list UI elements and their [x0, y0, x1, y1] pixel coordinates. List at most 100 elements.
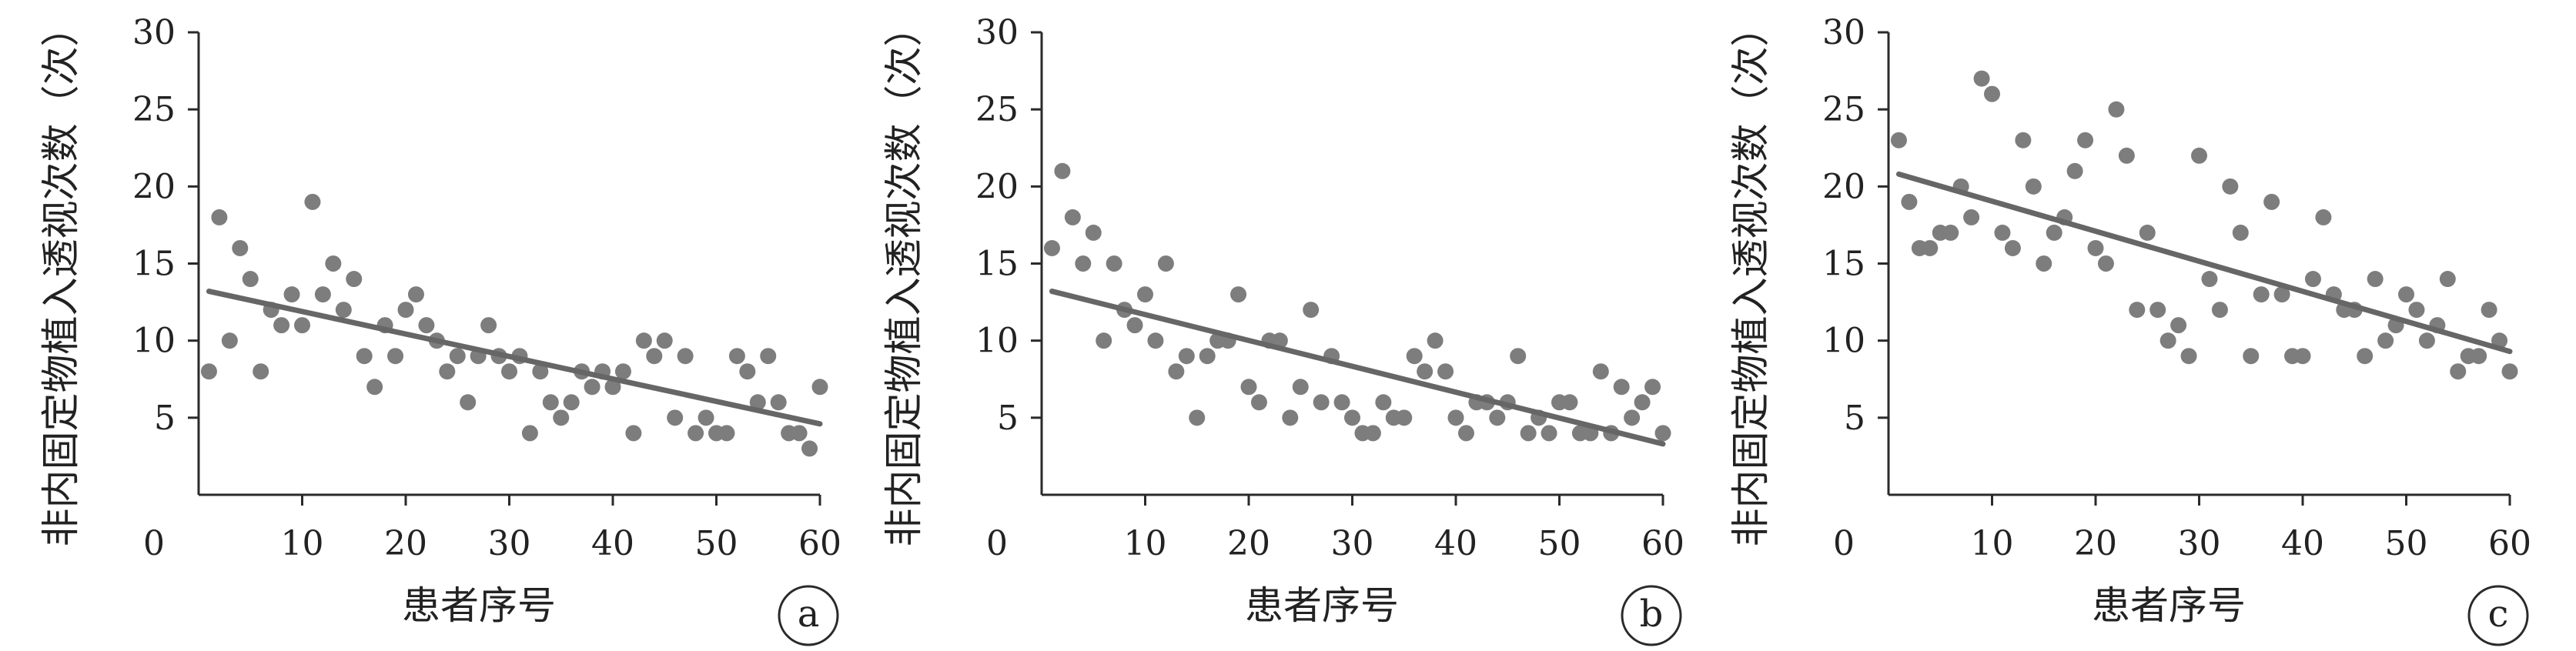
- x-tick-label: 40: [591, 524, 634, 563]
- x-tick-label: 60: [798, 524, 841, 563]
- data-point: [480, 317, 497, 334]
- panel-label-circle: [1621, 585, 1682, 646]
- data-point: [625, 425, 642, 442]
- data-point: [1561, 394, 1578, 411]
- data-point: [2077, 132, 2094, 149]
- data-point: [1075, 255, 1092, 272]
- data-point: [791, 425, 808, 442]
- y-tick-label: 5: [154, 399, 176, 438]
- data-point: [1520, 425, 1537, 442]
- data-point: [2243, 348, 2260, 365]
- data-point: [656, 332, 673, 349]
- data-point: [1364, 425, 1381, 442]
- x-axis-title: 患者序号: [402, 583, 556, 628]
- data-point: [1417, 363, 1434, 380]
- data-point: [439, 363, 456, 380]
- data-point: [1890, 132, 1907, 149]
- data-point: [1396, 409, 1413, 426]
- data-point: [1043, 239, 1060, 256]
- data-point: [542, 394, 559, 411]
- data-point: [397, 302, 414, 319]
- y-tick-label: 5: [1844, 399, 1865, 438]
- panel-label: b: [1640, 593, 1664, 636]
- data-point: [728, 348, 745, 365]
- data-point: [1592, 363, 1609, 380]
- y-axis-title: 非内固定物植入透视次数（次）: [1728, 8, 1773, 547]
- data-point: [1457, 425, 1474, 442]
- data-point: [2222, 178, 2239, 195]
- data-point: [760, 348, 777, 365]
- data-point: [718, 425, 735, 442]
- y-tick-label: 30: [975, 13, 1019, 52]
- data-point: [698, 409, 714, 426]
- data-point: [1178, 348, 1195, 365]
- y-tick-label: 5: [997, 399, 1019, 438]
- data-point: [2159, 332, 2176, 349]
- y-tick-label: 15: [1822, 245, 1865, 284]
- data-point: [1634, 394, 1651, 411]
- data-point: [2439, 271, 2456, 288]
- data-point: [325, 255, 342, 272]
- x-tick-label: 40: [2281, 524, 2324, 563]
- x-tick-label: 10: [281, 524, 324, 563]
- data-point: [563, 394, 580, 411]
- data-point: [1282, 409, 1299, 426]
- data-point: [635, 332, 652, 349]
- data-point: [1437, 363, 1454, 380]
- data-point: [667, 409, 684, 426]
- data-point: [770, 394, 787, 411]
- panel-label: c: [2488, 593, 2509, 636]
- data-point: [1199, 348, 1216, 365]
- data-point: [1624, 409, 1641, 426]
- data-point: [2304, 271, 2321, 288]
- trend-line: [1895, 171, 2513, 355]
- data-point: [1147, 332, 1164, 349]
- y-tick-label: 25: [975, 90, 1019, 129]
- data-point: [1510, 348, 1527, 365]
- data-point: [253, 363, 269, 380]
- data-point: [221, 332, 238, 349]
- data-point: [501, 363, 517, 380]
- x-axis-title: 患者序号: [2092, 583, 2246, 628]
- panel-label-circle: [2467, 585, 2529, 646]
- data-point: [1137, 286, 1153, 303]
- data-point: [1901, 193, 1918, 210]
- y-tick-label: 20: [132, 167, 176, 206]
- data-point: [2408, 302, 2425, 319]
- data-point: [1250, 394, 1267, 411]
- y-tick-label: 15: [975, 245, 1019, 284]
- y-axis-title: 非内固定物植入透视次数（次）: [38, 8, 83, 547]
- data-point: [1054, 162, 1071, 179]
- data-point: [1963, 209, 1980, 225]
- x-tick-label: 50: [695, 524, 738, 563]
- data-point: [1406, 348, 1423, 365]
- data-point: [2481, 302, 2497, 319]
- x-tick-label: 60: [1641, 524, 1684, 563]
- y-axis-title: 非内固定物植入透视次数（次）: [882, 8, 926, 547]
- data-point: [1489, 409, 1506, 426]
- data-point: [1064, 209, 1081, 225]
- data-point: [211, 209, 228, 225]
- y-tick-label: 20: [975, 167, 1019, 206]
- data-point: [2377, 332, 2394, 349]
- y-tick-label: 10: [132, 322, 176, 361]
- data-point: [1984, 85, 2000, 102]
- y-tick-label: 10: [1822, 322, 1865, 361]
- chart-panel-a: 5 10 15 20 25 30 10 20 30 40 50 60 0 患者序号 非内固定物植入透视次数（…: [38, 8, 841, 646]
- data-point: [1085, 224, 1102, 241]
- y-tick-label: 25: [1822, 90, 1865, 129]
- chart-panel-c: 5 10 15 20 25 30 10 20 30 40 50 60 0 患者序号 非内固定物植入透视次数（…: [1728, 8, 2531, 646]
- x-tick-label: 40: [1434, 524, 1477, 563]
- data-point: [1922, 239, 1939, 256]
- data-point: [677, 348, 694, 365]
- data-point: [2501, 363, 2518, 380]
- data-point: [273, 317, 290, 334]
- data-point: [749, 394, 766, 411]
- data-point: [2180, 348, 2197, 365]
- y-tick-label: 15: [132, 245, 176, 284]
- x-tick-label: 50: [2385, 524, 2428, 563]
- data-point: [407, 286, 424, 303]
- data-point: [2170, 317, 2187, 334]
- data-point: [1375, 394, 1392, 411]
